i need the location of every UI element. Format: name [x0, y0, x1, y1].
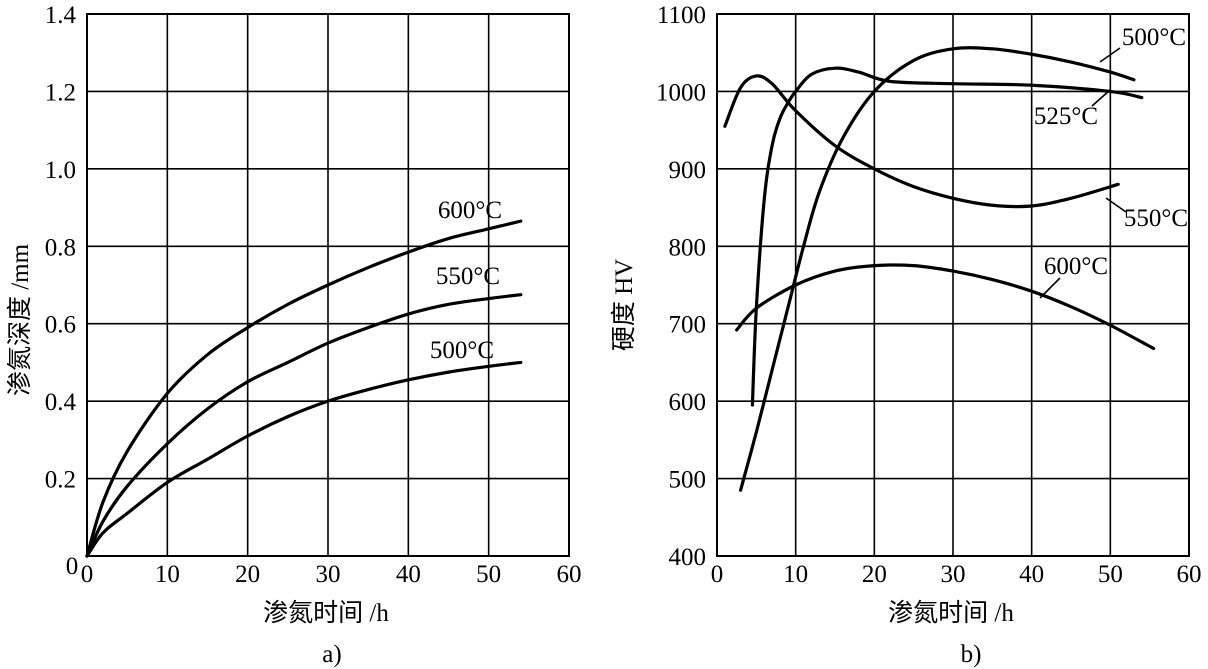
panel-b-chart: 0 10 20 30 40 50 6040050060070080090010001100 …	[610, 2, 1202, 668]
x-tick-label: 10	[155, 561, 180, 588]
panel-a-series-lines	[85, 219, 523, 558]
y-tick-label: 1.2	[45, 79, 76, 106]
panel-a-x-axis-label: 渗氮时间 /h	[263, 599, 389, 627]
y-tick-label: 400	[669, 544, 707, 571]
series-label-600c: 600°C	[1044, 253, 1108, 280]
x-tick-label: 10	[783, 561, 808, 588]
y-tick-label: 900	[669, 157, 707, 184]
series-label-500c: 500°C	[430, 337, 494, 364]
y-tick-label: 800	[669, 234, 707, 261]
panel-b-x-axis-label: 渗氮时间 /h	[888, 599, 1014, 627]
series-label-leader-line	[1039, 277, 1061, 299]
x-tick-label: 50	[1098, 561, 1123, 588]
y-tick-label: 0.4	[45, 389, 77, 416]
y-tick-label: 1.0	[45, 157, 76, 184]
panel-b-y-axis-label: 硬度 HV	[610, 259, 638, 351]
x-tick-label: 0	[711, 561, 724, 588]
panel-a-grid	[86, 13, 570, 557]
y-tick-label: 500	[669, 467, 707, 494]
x-tick-label: 40	[396, 561, 421, 588]
x-tick-label: 50	[476, 561, 501, 588]
series-line-600c	[735, 263, 1156, 351]
series-label-525c: 525°C	[1034, 103, 1098, 130]
y-tick-label: 0.6	[45, 312, 76, 339]
y-tick-label: 1.4	[45, 2, 77, 29]
series-line-500c	[739, 46, 1136, 492]
panel-a-series-labels: 600°C 550°C 500°C	[430, 197, 502, 364]
series-label-leader-line	[1091, 89, 1111, 107]
panel-b-plot-frame	[716, 13, 1190, 557]
y-tick-label-origin: 0	[66, 553, 79, 580]
panel-a-plot-frame	[86, 13, 570, 557]
series-label-leader-line	[1105, 197, 1127, 213]
series-label-leader-line	[1099, 47, 1121, 63]
series-line-600c	[85, 219, 523, 558]
x-tick-label: 60	[1177, 561, 1202, 588]
y-tick-label: 1000	[656, 79, 706, 106]
y-tick-label: 600	[669, 389, 707, 416]
y-tick-label: 0.8	[45, 234, 76, 261]
x-tick-label: 20	[235, 561, 260, 588]
series-label-500c: 500°C	[1122, 24, 1186, 51]
panel-a-label: a)	[322, 641, 341, 668]
panel-b-grid	[716, 13, 1190, 557]
y-tick-label: 700	[669, 312, 707, 339]
panel-b-series-lines	[723, 46, 1156, 492]
panel-a-chart: 0 10 20 30 40 50 60 0.2 0.4 0.6 0.8 1.0 1.2 1.4 0 600°…	[6, 2, 582, 668]
panel-a-tick-labels: 0 10 20 30 40 50 60 0.2 0.4 0.6 0.8 1.0 1.2 1.4 0	[45, 2, 582, 588]
panel-a-y-axis-label: 渗氮深度 /mm	[6, 243, 34, 396]
series-label-600c: 600°C	[438, 197, 502, 224]
series-label-550c: 550°C	[1124, 205, 1188, 232]
panel-b-label: b)	[961, 641, 982, 668]
x-tick-label: 0	[81, 561, 94, 588]
y-tick-label: 1100	[657, 2, 706, 29]
series-line-525c	[750, 66, 1144, 407]
panel-b-tick-labels: 0 10 20 30 40 50 60 400 500 600 700 800 900 1000 1100	[656, 2, 1202, 588]
x-tick-label: 60	[557, 561, 582, 588]
series-line-500c	[85, 360, 523, 558]
series-label-550c: 550°C	[436, 263, 500, 290]
series-line-550c	[723, 74, 1120, 209]
x-tick-label: 30	[316, 561, 341, 588]
x-tick-label: 40	[1019, 561, 1044, 588]
series-line-550c	[85, 293, 523, 558]
x-tick-label: 20	[862, 561, 887, 588]
x-tick-label: 30	[941, 561, 966, 588]
y-tick-label: 0.2	[45, 467, 76, 494]
panel-b-series-labels: 500°C 525°C 550°C 600°C	[1034, 24, 1188, 299]
